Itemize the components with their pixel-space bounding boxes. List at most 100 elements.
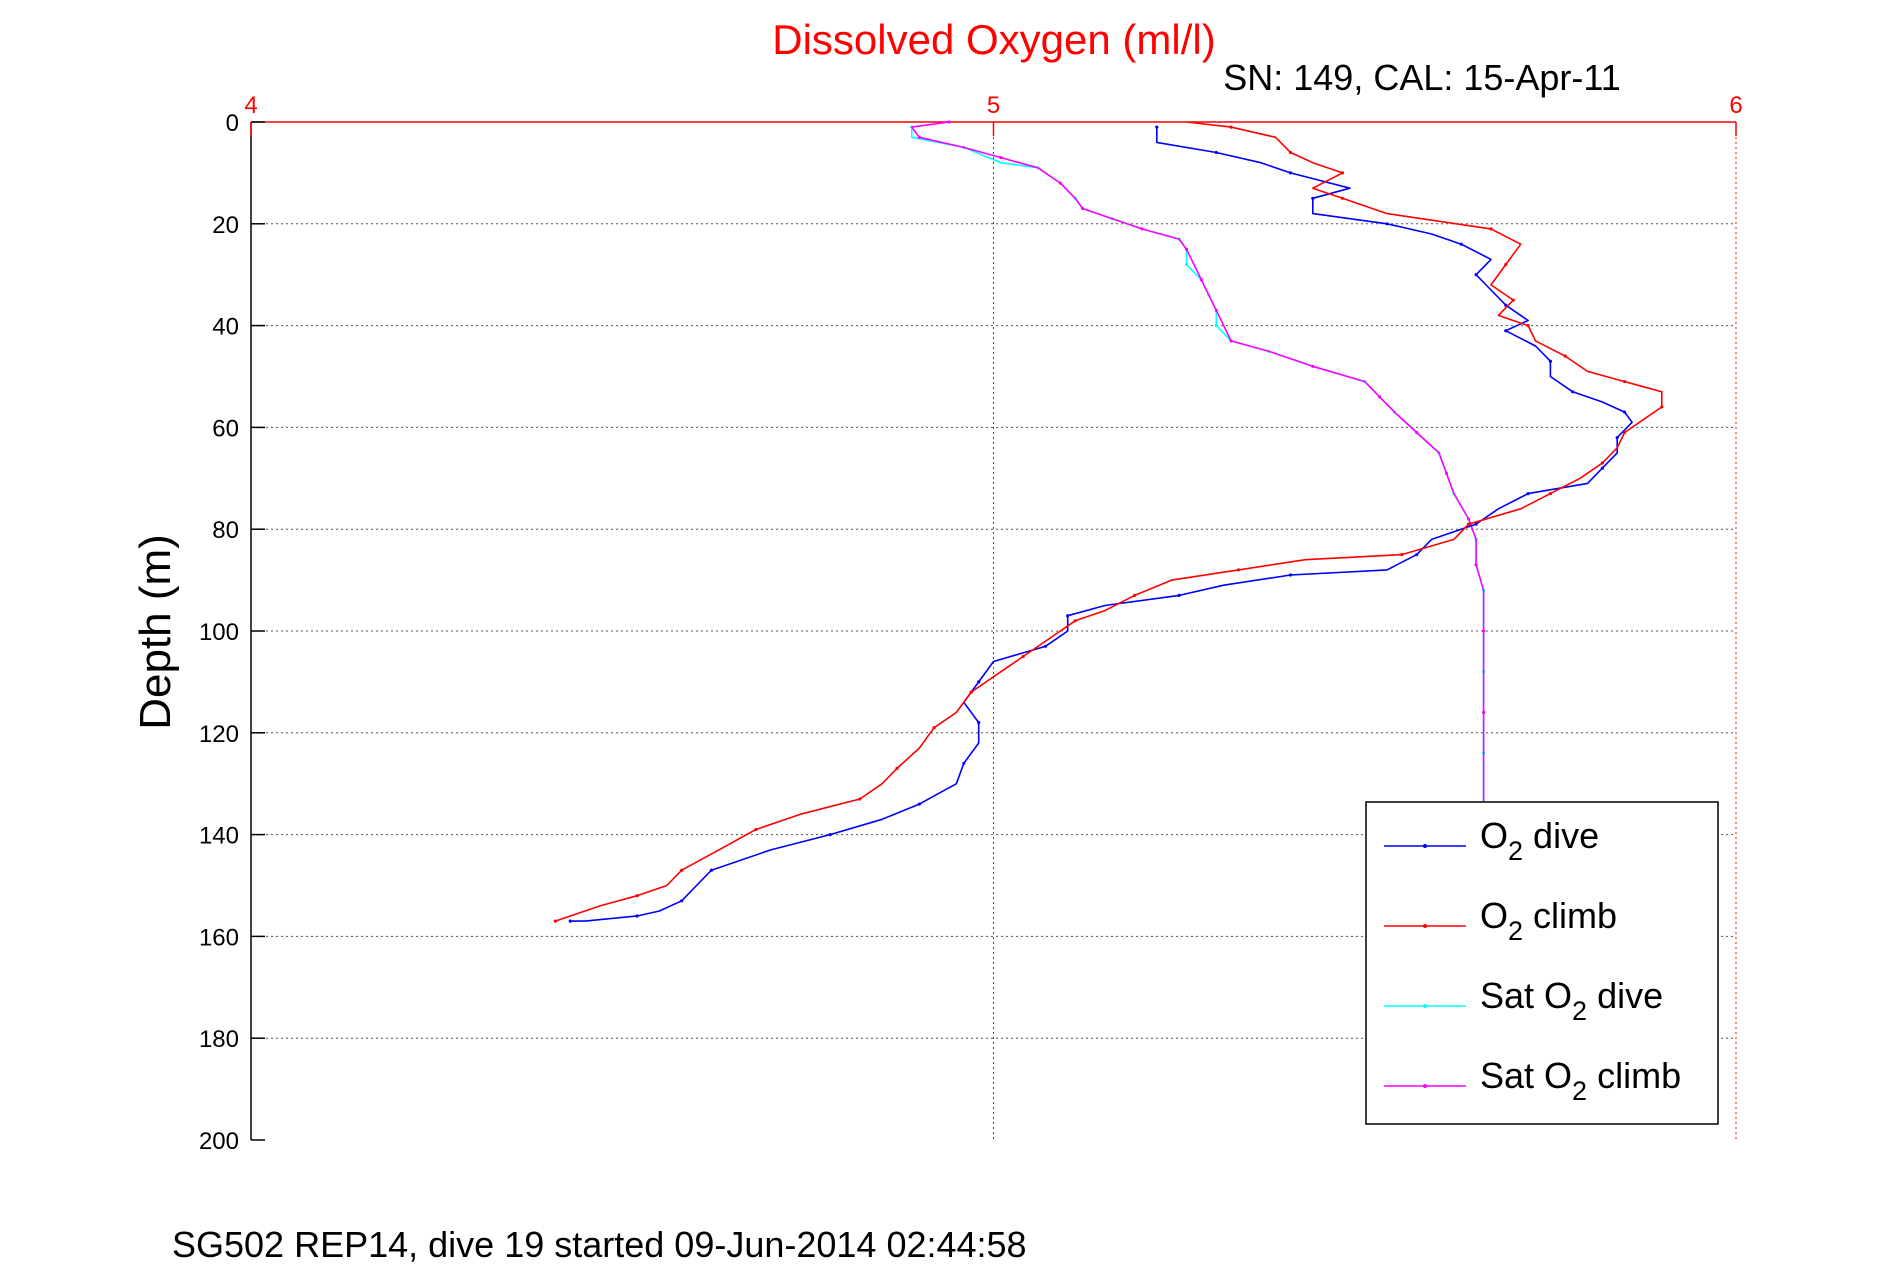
y-tick-label: 80 [212,517,239,544]
y-tick-label: 100 [199,619,239,646]
series-point-1 [1571,390,1575,394]
series-point-1 [568,919,572,923]
series-point-2 [635,894,639,898]
legend-label: O2 climb [1480,895,1617,946]
series-line-1 [570,127,1633,922]
series-point-2 [553,919,558,923]
series-point-1 [635,914,639,918]
series-point-4 [1229,339,1233,343]
series-line-4 [911,121,1485,805]
series-point-1 [1385,222,1389,226]
series-point-2 [1073,619,1077,623]
series-line-3 [911,127,1485,805]
series-point-4 [1467,517,1471,521]
y-tick-label: 160 [199,924,239,951]
series-point-2 [969,690,973,694]
series-point-4 [999,156,1003,160]
series-point-2 [1563,354,1567,358]
series-point-3 [1184,262,1189,267]
series-point-2 [1623,380,1627,384]
x-tick-label: 4 [244,92,257,119]
series-point-1 [1043,644,1048,648]
series-point-4 [1199,278,1203,282]
series-point-4 [1415,430,1419,435]
y-tick-label: 60 [212,415,239,442]
series-point-2 [1236,568,1241,572]
series-point-1 [977,721,981,725]
series-point-1 [1600,466,1604,470]
legend: O2 dive O2 climb Sat O2 dive Sat O2 climb [1365,801,1719,1125]
series-point-2 [1288,150,1293,155]
series-point-4 [1214,308,1218,312]
series-point-4 [917,135,921,139]
series-point-1 [1459,242,1463,246]
legend-label: Sat O2 climb [1480,1055,1681,1106]
series-point-4 [1058,181,1062,185]
series-point-2 [1548,492,1552,496]
series-point-1 [1526,492,1530,496]
series-point-1 [1623,410,1627,414]
series-point-2 [1133,593,1137,598]
legend-swatch-marker [1423,1004,1427,1008]
series-point-1 [1415,553,1419,557]
series-point-1 [1214,150,1218,155]
series-point-2 [895,766,899,771]
series-point-1 [680,899,684,903]
series-point-2 [680,868,684,872]
series-point-3 [1214,324,1218,328]
series-point-4 [1081,206,1085,211]
series-point-2 [1467,522,1471,526]
series-point-2 [1340,196,1345,200]
series-point-4 [947,120,951,124]
x-tick-label: 5 [987,92,1000,119]
series-point-1 [1615,436,1619,440]
series-point-1 [917,802,921,806]
series-point-2 [1340,171,1345,175]
dive-info-footer: SG502 REP14, dive 19 started 09-Jun-2014… [172,1224,1027,1262]
series-point-1 [1548,359,1552,363]
series-point-2 [1504,262,1508,267]
y-tick-label: 200 [199,1128,239,1155]
series-point-4 [1184,247,1189,251]
y-tick-label: 0 [226,110,239,137]
series-point-1 [1177,593,1181,598]
series-point-1 [709,868,714,872]
y-tick-label: 20 [212,212,239,239]
series-point-2 [1526,324,1530,328]
chart-title: Dissolved Oxygen (ml/l) [772,16,1215,63]
legend-entries: O2 dive O2 climb Sat O2 dive Sat O2 climb [1384,815,1681,1106]
series-point-2 [1489,227,1493,231]
series-point-1 [828,833,832,837]
series-point-1 [1504,329,1508,333]
series-point-1 [962,761,966,765]
series-point-1 [1155,125,1159,129]
series-point-4 [1482,710,1486,715]
chart-subtitle: SN: 149, CAL: 15-Apr-11 [1223,57,1621,98]
series-point-2 [1623,430,1627,435]
series-point-1 [1066,614,1070,618]
series-point-1 [1311,196,1315,200]
series-point-2 [754,827,758,832]
series-point-2 [1660,405,1664,409]
series-point-4 [1140,227,1144,231]
series-point-2 [932,726,936,730]
series-point-4 [1474,563,1478,567]
series-point-1 [977,680,981,684]
legend-label: O2 dive [1480,815,1599,866]
axes: 0 20 40 60 80 100 120 140 160 180 200 4 5 6 [199,92,1743,1155]
series-point-2 [858,797,862,801]
series-point-2 [1229,125,1233,129]
series-lines [553,120,1664,923]
series-point-1 [1288,171,1293,175]
series-point-4 [1378,395,1382,399]
y-tick-label: 120 [199,721,239,748]
series-point-2 [1511,298,1515,302]
series-line-2 [555,121,1663,922]
y-tick-label: 180 [199,1026,239,1053]
series-point-1 [1474,522,1478,526]
legend-box [1365,801,1719,1125]
y-tick-label: 140 [199,823,239,850]
x-tick-label: 6 [1729,92,1742,119]
